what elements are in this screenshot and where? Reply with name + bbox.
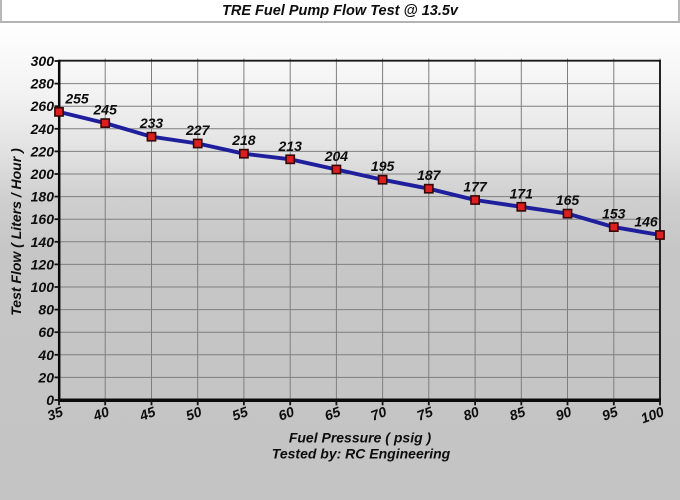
svg-text:60: 60 (276, 403, 296, 423)
svg-text:0: 0 (46, 392, 54, 408)
svg-text:85: 85 (507, 403, 527, 423)
svg-text:75: 75 (415, 403, 435, 423)
svg-text:146: 146 (634, 214, 658, 230)
svg-text:200: 200 (30, 166, 55, 182)
svg-text:95: 95 (600, 403, 620, 423)
svg-text:177: 177 (463, 179, 488, 195)
svg-text:40: 40 (37, 347, 54, 363)
svg-text:187: 187 (417, 167, 442, 183)
svg-text:204: 204 (324, 148, 349, 164)
svg-text:255: 255 (64, 90, 89, 106)
svg-text:300: 300 (31, 53, 55, 69)
svg-text:65: 65 (322, 403, 342, 423)
svg-text:45: 45 (136, 403, 157, 424)
svg-text:165: 165 (556, 192, 580, 208)
svg-text:60: 60 (38, 324, 54, 340)
svg-text:140: 140 (31, 234, 55, 250)
svg-text:Fuel Pressure ( psig ): Fuel Pressure ( psig ) (289, 430, 432, 446)
svg-text:80: 80 (38, 302, 54, 318)
svg-text:35: 35 (45, 403, 65, 423)
svg-text:55: 55 (230, 403, 250, 423)
svg-text:153: 153 (602, 206, 626, 222)
svg-text:Test Flow ( Liters / Hour ): Test Flow ( Liters / Hour ) (8, 148, 24, 316)
svg-text:220: 220 (30, 143, 55, 159)
svg-text:280: 280 (30, 76, 55, 92)
svg-text:80: 80 (461, 403, 481, 423)
svg-text:233: 233 (139, 115, 164, 131)
svg-text:227: 227 (185, 122, 211, 138)
svg-text:240: 240 (30, 121, 55, 137)
svg-text:90: 90 (553, 403, 573, 423)
svg-text:Tested by: RC Engineering: Tested by: RC Engineering (272, 445, 451, 461)
svg-text:195: 195 (371, 158, 395, 174)
svg-text:50: 50 (184, 403, 204, 423)
svg-text:171: 171 (510, 185, 534, 201)
svg-text:40: 40 (90, 403, 111, 424)
svg-text:160: 160 (31, 211, 55, 227)
svg-text:245: 245 (93, 102, 118, 118)
svg-text:70: 70 (369, 403, 389, 423)
svg-text:260: 260 (30, 98, 55, 114)
svg-text:218: 218 (231, 132, 256, 148)
svg-text:100: 100 (31, 279, 55, 295)
svg-text:120: 120 (31, 256, 55, 272)
svg-text:20: 20 (37, 369, 54, 385)
svg-text:180: 180 (31, 189, 55, 205)
svg-text:100: 100 (639, 403, 667, 426)
svg-text:213: 213 (278, 138, 303, 154)
